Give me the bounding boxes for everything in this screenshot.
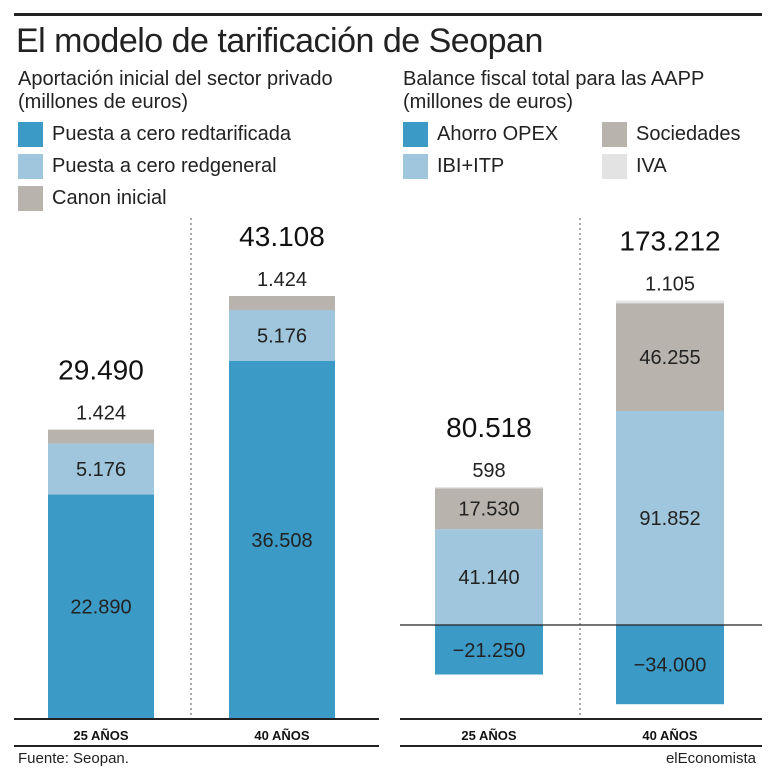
legend-swatch — [18, 154, 43, 179]
bar-segment — [435, 486, 543, 489]
total-label: 80.518 — [446, 412, 532, 443]
data-label: −34.000 — [634, 655, 707, 677]
page-title: El modelo de tarificación de Seopan — [16, 22, 543, 60]
legend-label: Canon inicial — [52, 187, 167, 209]
bar-segment — [616, 625, 724, 705]
top-rule — [14, 13, 762, 16]
footer-source: Fuente: Seopan. — [18, 750, 129, 767]
legend-label: IVA — [636, 155, 667, 177]
data-label: 22.890 — [70, 597, 131, 619]
data-label: 1.424 — [257, 269, 307, 291]
legend-swatch — [403, 154, 428, 179]
total-label: 173.212 — [619, 226, 720, 257]
legend-swatch — [602, 122, 627, 147]
data-label: 1.105 — [645, 274, 695, 296]
legend-item-ahorro-opex: Ahorro OPEX — [403, 122, 558, 147]
bar-segment — [48, 443, 154, 495]
legend-item-sociedades: Sociedades — [602, 122, 741, 147]
bar-segment — [616, 303, 724, 411]
legend-swatch — [18, 186, 43, 211]
right-subtitle-line1: Balance fiscal total para las AAPP — [403, 68, 705, 90]
bar-segment — [435, 625, 543, 675]
category-label: 25 AÑOS — [461, 728, 516, 743]
legend-item-iva: IVA — [602, 154, 667, 179]
bar-segment — [229, 309, 335, 361]
data-label: 36.508 — [251, 530, 312, 552]
data-label: 17.530 — [458, 499, 519, 521]
legend-label: IBI+ITP — [437, 155, 505, 177]
bar-segment — [229, 295, 335, 310]
data-label: 5.176 — [76, 459, 126, 481]
bar-segment — [435, 488, 543, 530]
data-label: 91.852 — [639, 508, 700, 530]
bar-segment — [48, 494, 154, 719]
right-subtitle-line2: (millones de euros) — [403, 91, 574, 113]
legend-label: Puesta a cero redtarificada — [52, 123, 292, 145]
legend-swatch — [18, 122, 43, 147]
data-label: 46.255 — [639, 347, 700, 369]
legend-swatch — [602, 154, 627, 179]
legend-item-red-general: Puesta a cero redgeneral — [18, 154, 277, 179]
data-label: 5.176 — [257, 325, 307, 347]
footer-brand: elEconomista — [665, 750, 756, 767]
total-label: 29.490 — [58, 355, 144, 386]
category-label: 25 AÑOS — [73, 728, 128, 743]
data-label: 1.424 — [76, 403, 126, 425]
left-subtitle: Aportación inicial del sector privado (m… — [18, 68, 333, 114]
legend-item-red-tarificada: Puesta a cero redtarificada — [18, 122, 291, 147]
data-label: 41.140 — [458, 567, 519, 589]
total-label: 43.108 — [239, 221, 325, 252]
left-subtitle-line2: (millones de euros) — [18, 91, 189, 113]
bar-segment — [48, 429, 154, 444]
legend-item-canon-inicial: Canon inicial — [18, 186, 167, 211]
category-label: 40 AÑOS — [642, 728, 697, 743]
bar-segment — [229, 360, 335, 719]
data-label: 598 — [472, 460, 505, 482]
legend-label: Sociedades — [636, 123, 741, 145]
left-subtitle-line1: Aportación inicial del sector privado — [18, 68, 333, 90]
category-label: 40 AÑOS — [254, 728, 309, 743]
bar-segment — [616, 410, 724, 625]
right-subtitle: Balance fiscal total para las AAPP (mill… — [403, 68, 704, 114]
legend-label: Ahorro OPEX — [437, 123, 559, 145]
bar-segment — [435, 529, 543, 625]
legend-item-ibi-itp: IBI+ITP — [403, 154, 504, 179]
bar-segment — [616, 300, 724, 304]
legend-label: Puesta a cero redgeneral — [52, 155, 277, 177]
data-label: −21.250 — [453, 640, 526, 662]
legend-swatch — [403, 122, 428, 147]
